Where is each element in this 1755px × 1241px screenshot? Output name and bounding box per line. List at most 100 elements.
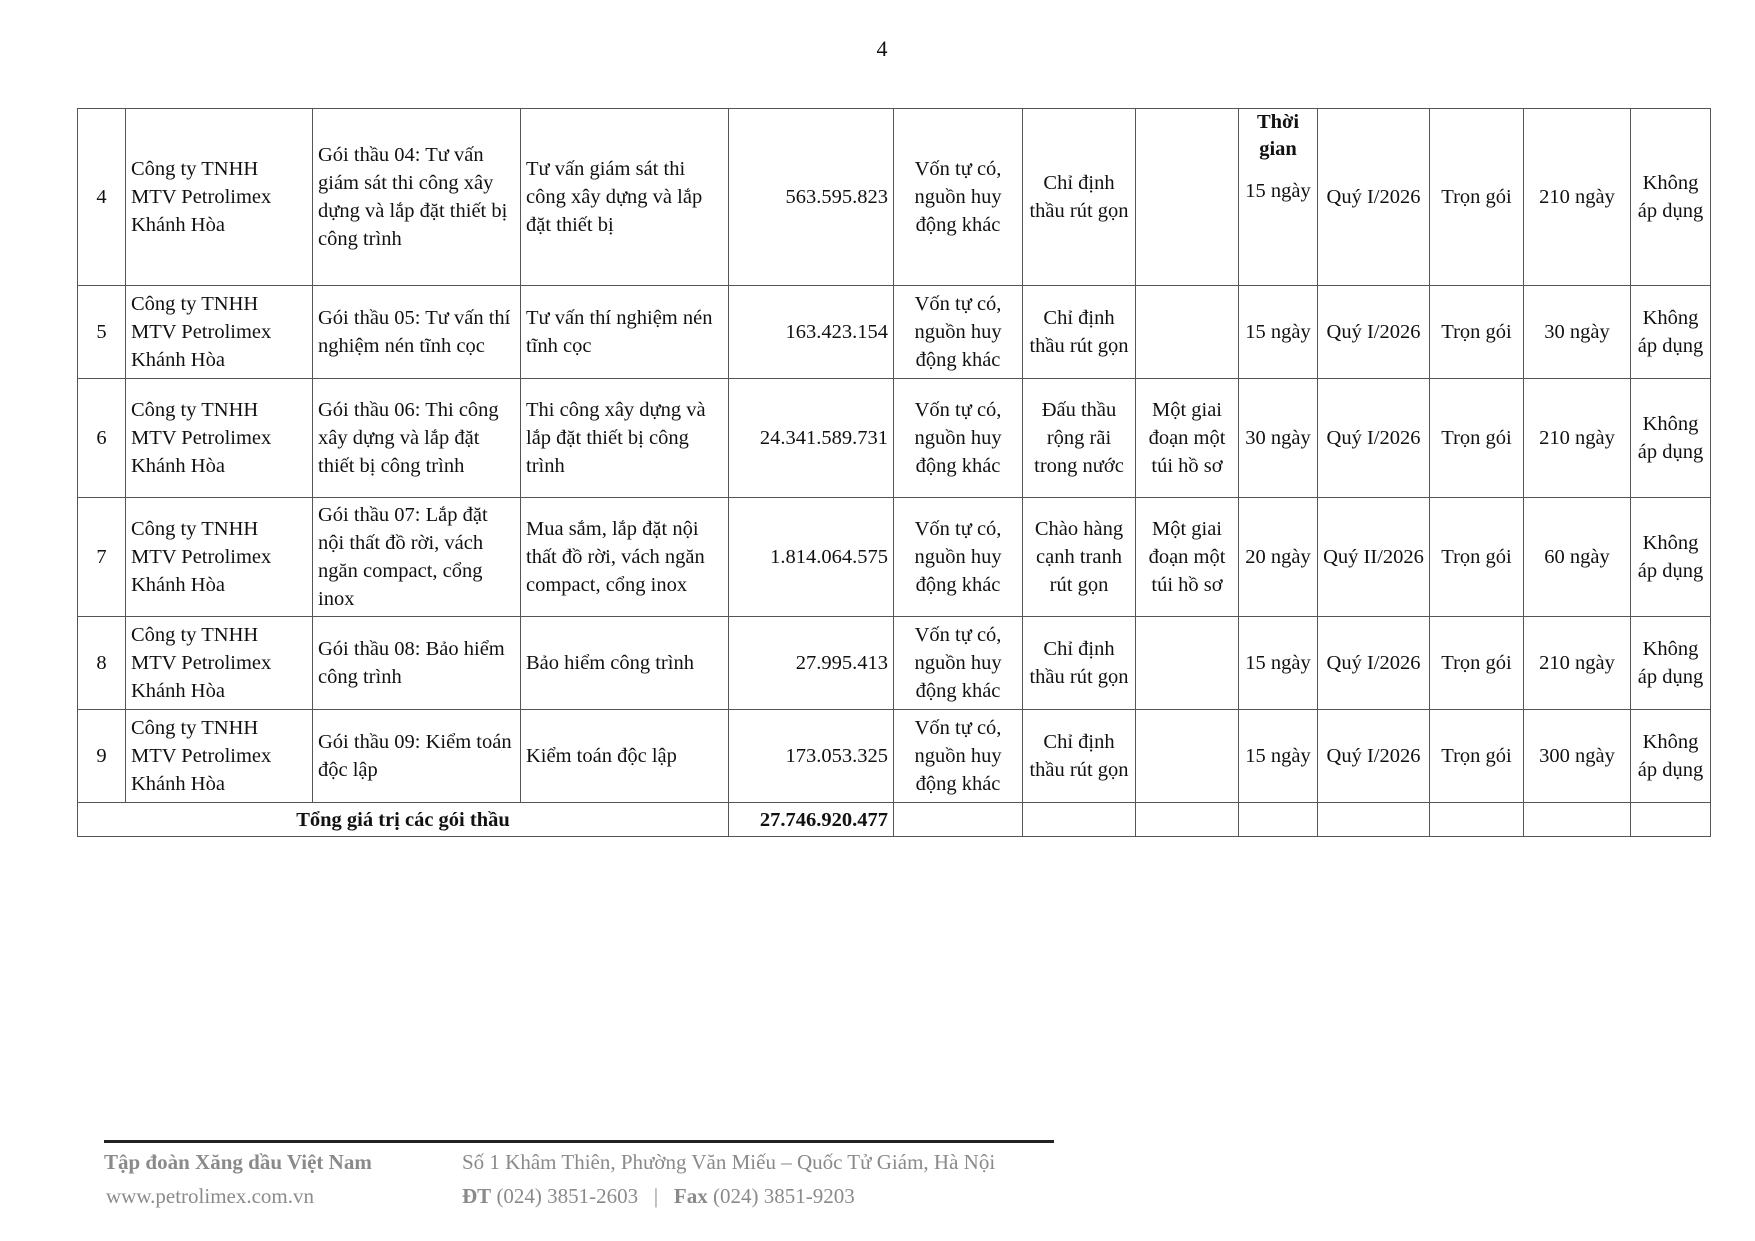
cell-package: Gói thầu 06: Thi công xây dựng và lắp đặ…: [312, 378, 521, 498]
package-text: Gói thầu 08: Bảo hiểm công trình: [318, 638, 505, 688]
scope-text: Tư vấn giám sát thi công xây dựng và lắp…: [526, 158, 703, 236]
contract-text: Trọn gói: [1441, 321, 1512, 343]
cell-scope: Bảo hiểm công trình: [520, 616, 729, 710]
exec-text: 210 ngày: [1539, 652, 1615, 674]
price-text: 1.814.064.575: [770, 546, 888, 568]
cell-other: Không áp dụng: [1630, 709, 1711, 803]
cell-duration: 15 ngày: [1238, 709, 1318, 803]
cell-exec: 210 ngày: [1523, 378, 1631, 498]
empty-cell: [893, 802, 1023, 837]
duration-text: 30 ngày: [1245, 427, 1311, 449]
other-text: Không áp dụng: [1637, 172, 1704, 222]
empty-cell: [1317, 802, 1430, 837]
cell-fund: Vốn tự có, nguồn huy động khác: [893, 497, 1023, 617]
method-text: Chỉ định thầu rút gọn: [1029, 731, 1129, 781]
cell-method: Chỉ định thầu rút gọn: [1022, 285, 1136, 379]
cell-exec: 210 ngày: [1523, 108, 1631, 286]
fund-text: Vốn tự có, nguồn huy động khác: [914, 624, 1002, 702]
cell-price: 173.053.325: [728, 709, 894, 803]
price-text: 163.423.154: [785, 321, 889, 343]
cell-package: Gói thầu 08: Bảo hiểm công trình: [312, 616, 521, 710]
start-text: Quý I/2026: [1326, 321, 1421, 343]
fax-label: Fax: [673, 1184, 708, 1208]
cell-exec: 300 ngày: [1523, 709, 1631, 803]
cell-package: Gói thầu 04: Tư vấn giám sát thi công xâ…: [312, 108, 521, 286]
stt-text: 8: [96, 652, 107, 674]
cell-owner: Công ty TNHH MTV Petrolimex Khánh Hòa: [125, 378, 313, 498]
cell-owner: Công ty TNHH MTV Petrolimex Khánh Hòa: [125, 285, 313, 379]
cell-duration: Thời gian 15 ngày: [1238, 108, 1318, 286]
empty-cell: [1630, 802, 1711, 837]
cell-procedure: Một giai đoạn một túi hồ sơ: [1135, 497, 1239, 617]
cell-other: Không áp dụng: [1630, 497, 1711, 617]
duration-text: 20 ngày: [1245, 546, 1311, 568]
cell-fund: Vốn tự có, nguồn huy động khác: [893, 709, 1023, 803]
duration-text: 15 ngày: [1245, 652, 1311, 674]
phone-label: ĐT: [462, 1184, 492, 1208]
other-text: Không áp dụng: [1637, 638, 1704, 688]
cell-contract: Trọn gói: [1429, 378, 1524, 498]
cell-stt: 7: [77, 497, 126, 617]
other-text: Không áp dụng: [1637, 532, 1704, 582]
cell-contract: Trọn gói: [1429, 709, 1524, 803]
cell-method: Chỉ định thầu rút gọn: [1022, 709, 1136, 803]
cell-other: Không áp dụng: [1630, 378, 1711, 498]
table-row: 6 Công ty TNHH MTV Petrolimex Khánh Hòa Gó…: [77, 378, 1711, 498]
stt-text: 6: [96, 427, 107, 449]
cell-scope: Mua sắm, lắp đặt nội thất đồ rời, vách n…: [520, 497, 729, 617]
cell-other: Không áp dụng: [1630, 616, 1711, 710]
method-text: Chỉ định thầu rút gọn: [1029, 172, 1129, 222]
cell-fund: Vốn tự có, nguồn huy động khác: [893, 378, 1023, 498]
header-fragment: Thời gian: [1256, 111, 1300, 160]
cell-start: Quý I/2026: [1317, 285, 1430, 379]
package-text: Gói thầu 06: Thi công xây dựng và lắp đặ…: [318, 399, 499, 477]
contract-text: Trọn gói: [1441, 186, 1512, 208]
contract-text: Trọn gói: [1441, 652, 1512, 674]
cell-fund: Vốn tự có, nguồn huy động khác: [893, 108, 1023, 286]
table-row: 4 Công ty TNHH MTV Petrolimex Khánh Hòa Gó…: [77, 108, 1711, 286]
owner-text: Công ty TNHH MTV Petrolimex Khánh Hòa: [131, 399, 272, 477]
total-label: Tổng giá trị các gói thầu: [77, 802, 729, 837]
duration-text: 15 ngày: [1245, 745, 1311, 767]
table-row: 7 Công ty TNHH MTV Petrolimex Khánh Hòa Gó…: [77, 497, 1711, 617]
exec-text: 30 ngày: [1544, 321, 1610, 343]
cell-package: Gói thầu 05: Tư vấn thí nghiệm nén tĩnh …: [312, 285, 521, 379]
cell-fund: Vốn tự có, nguồn huy động khác: [893, 285, 1023, 379]
cell-method: Chỉ định thầu rút gọn: [1022, 616, 1136, 710]
cell-start: Quý I/2026: [1317, 108, 1430, 286]
cell-duration: 15 ngày: [1238, 616, 1318, 710]
scope-text: Kiểm toán độc lập: [526, 745, 677, 767]
stt-text: 9: [96, 745, 107, 767]
stt-text: 5: [96, 321, 107, 343]
package-text: Gói thầu 04: Tư vấn giám sát thi công xâ…: [318, 144, 508, 250]
cell-duration: 15 ngày: [1238, 285, 1318, 379]
cell-start: Quý II/2026: [1317, 497, 1430, 617]
cell-contract: Trọn gói: [1429, 108, 1524, 286]
exec-text: 300 ngày: [1539, 745, 1615, 767]
method-text: Chỉ định thầu rút gọn: [1029, 638, 1129, 688]
cell-package: Gói thầu 09: Kiểm toán độc lập: [312, 709, 521, 803]
cell-stt: 6: [77, 378, 126, 498]
fund-text: Vốn tự có, nguồn huy động khác: [914, 399, 1002, 477]
empty-cell: [1022, 802, 1136, 837]
total-row: Tổng giá trị các gói thầu 27.746.920.477: [77, 802, 1711, 837]
cell-owner: Công ty TNHH MTV Petrolimex Khánh Hòa: [125, 497, 313, 617]
cell-owner: Công ty TNHH MTV Petrolimex Khánh Hòa: [125, 709, 313, 803]
cell-start: Quý I/2026: [1317, 616, 1430, 710]
method-text: Chỉ định thầu rút gọn: [1029, 307, 1129, 357]
exec-text: 60 ngày: [1544, 546, 1610, 568]
cell-procedure: Một giai đoạn một túi hồ sơ: [1135, 378, 1239, 498]
other-text: Không áp dụng: [1637, 413, 1704, 463]
cell-exec: 30 ngày: [1523, 285, 1631, 379]
bid-packages-table: 4 Công ty TNHH MTV Petrolimex Khánh Hòa Gó…: [77, 108, 1711, 837]
owner-text: Công ty TNHH MTV Petrolimex Khánh Hòa: [131, 158, 272, 236]
price-text: 563.595.823: [785, 186, 889, 208]
start-text: Quý I/2026: [1326, 745, 1421, 767]
cell-contract: Trọn gói: [1429, 616, 1524, 710]
cell-start: Quý I/2026: [1317, 378, 1430, 498]
package-text: Gói thầu 07: Lắp đặt nội thất đồ rời, vá…: [318, 504, 488, 610]
start-text: Quý II/2026: [1323, 546, 1424, 568]
empty-cell: [1429, 802, 1524, 837]
cell-procedure: [1135, 616, 1239, 710]
cell-stt: 5: [77, 285, 126, 379]
